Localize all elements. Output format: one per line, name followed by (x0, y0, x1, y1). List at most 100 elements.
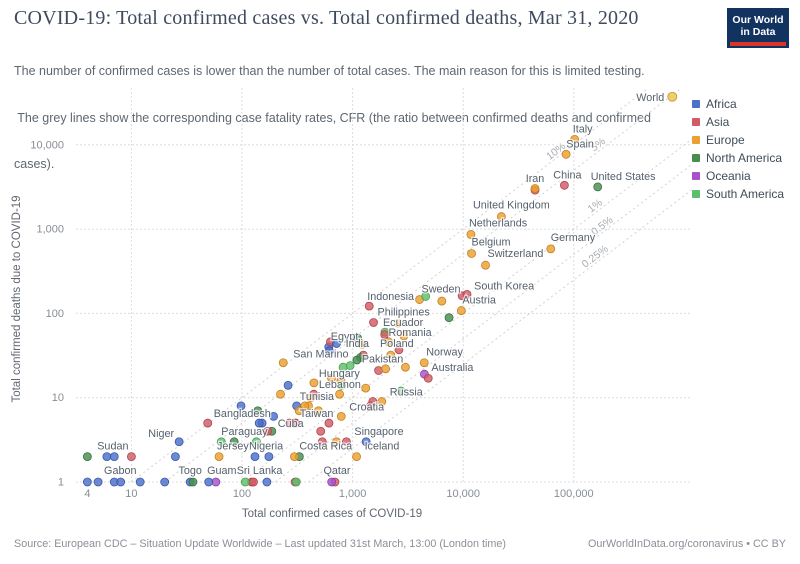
country-label: Switzerland (488, 248, 544, 260)
owid-logo[interactable]: Our World in Data (727, 8, 789, 48)
data-point[interactable] (353, 333, 362, 343)
data-point[interactable] (135, 477, 145, 487)
data-point[interactable] (188, 477, 198, 487)
data-point[interactable] (396, 386, 406, 396)
data-point[interactable] (332, 437, 341, 447)
data-point-austria[interactable] (456, 306, 466, 315)
data-point[interactable] (332, 339, 341, 348)
data-point[interactable] (229, 437, 239, 447)
data-point-indonesia[interactable] (364, 301, 374, 311)
data-point[interactable] (380, 330, 390, 340)
data-point-san-marino[interactable] (278, 358, 288, 368)
data-point[interactable] (82, 452, 92, 462)
y-axis-tick: 100 (46, 308, 64, 320)
data-point[interactable] (291, 477, 301, 487)
data-point[interactable] (361, 383, 371, 393)
data-point-world[interactable] (667, 91, 678, 102)
data-point[interactable] (240, 477, 250, 487)
data-point[interactable] (437, 296, 447, 306)
data-point-switzerland[interactable] (481, 260, 490, 270)
data-point-russia[interactable] (377, 397, 387, 406)
data-point[interactable] (338, 362, 348, 372)
data-point[interactable] (335, 389, 345, 399)
data-point[interactable] (253, 406, 263, 416)
data-point[interactable] (204, 477, 214, 487)
data-point[interactable] (423, 373, 433, 383)
data-point[interactable] (361, 437, 371, 447)
data-point-romania[interactable] (384, 337, 393, 347)
data-point[interactable] (327, 373, 336, 383)
data-point[interactable] (263, 426, 272, 436)
data-point[interactable] (236, 401, 246, 411)
data-point-germany[interactable] (546, 244, 556, 254)
data-point[interactable] (252, 437, 261, 447)
data-point[interactable] (300, 401, 310, 411)
data-point[interactable] (401, 362, 410, 372)
data-point[interactable] (462, 290, 472, 299)
data-point-singapore[interactable] (342, 437, 351, 447)
data-point[interactable] (366, 401, 375, 411)
data-point-spain[interactable] (561, 149, 571, 159)
data-point[interactable] (325, 346, 334, 356)
legend-item-europe[interactable]: Europe (692, 133, 784, 147)
data-point-belgium[interactable] (467, 249, 476, 258)
data-point[interactable] (171, 452, 180, 462)
data-point-united-states[interactable] (593, 182, 603, 192)
legend-item-south_america[interactable]: South America (692, 187, 784, 201)
data-point[interactable] (530, 184, 540, 193)
data-point[interactable] (254, 418, 264, 428)
data-point[interactable] (314, 406, 323, 416)
data-point[interactable] (276, 389, 285, 399)
data-point-sudan[interactable] (102, 452, 112, 462)
data-point[interactable] (399, 331, 409, 341)
data-point[interactable] (317, 437, 327, 447)
credit-link[interactable]: OurWorldInData.org/coronavirus • CC BY (588, 538, 786, 550)
data-point-nigeria[interactable] (250, 452, 260, 462)
data-point[interactable] (262, 477, 272, 487)
data-point-norway[interactable] (419, 358, 429, 368)
data-point-italy[interactable] (570, 134, 580, 144)
data-point[interactable] (393, 318, 403, 328)
legend-item-oceania[interactable]: Oceania (692, 169, 784, 183)
data-point[interactable] (269, 412, 278, 421)
data-point[interactable] (306, 393, 316, 403)
data-point[interactable] (444, 313, 454, 323)
data-point-united-kingdom[interactable] (496, 212, 506, 221)
data-point[interactable] (283, 380, 293, 390)
data-point[interactable] (126, 452, 136, 462)
legend: Africa Asia Europe North America Oceania Sout… (692, 97, 784, 205)
data-point[interactable] (394, 345, 404, 355)
data-point[interactable] (93, 477, 103, 487)
legend-item-africa[interactable]: Africa (692, 97, 784, 111)
data-point-paraguay[interactable] (216, 437, 226, 447)
data-point[interactable] (316, 426, 326, 436)
data-point[interactable] (352, 355, 362, 365)
data-point-niger[interactable] (174, 437, 184, 447)
data-point[interactable] (381, 364, 391, 374)
data-point-bangladesh[interactable] (203, 418, 213, 428)
data-point[interactable] (421, 292, 431, 301)
legend-item-asia[interactable]: Asia (692, 115, 784, 129)
data-point-china[interactable] (560, 180, 569, 190)
data-point[interactable] (324, 418, 334, 428)
data-point[interactable] (82, 477, 92, 487)
data-point[interactable] (294, 406, 304, 416)
data-point-philippines[interactable] (369, 318, 378, 327)
data-point[interactable] (116, 477, 126, 487)
data-point-hungary[interactable] (309, 378, 319, 388)
data-point[interactable] (357, 339, 367, 349)
data-point-iceland[interactable] (352, 452, 361, 462)
data-point[interactable] (264, 452, 274, 462)
data-point-croatia[interactable] (336, 412, 346, 421)
data-point[interactable] (109, 452, 119, 462)
data-point[interactable] (290, 452, 299, 462)
data-point[interactable] (249, 477, 258, 487)
data-point[interactable] (160, 477, 170, 487)
data-point-poland[interactable] (386, 350, 396, 360)
data-point-netherlands[interactable] (466, 230, 476, 239)
data-point[interactable] (284, 418, 294, 428)
legend-item-north_america[interactable]: North America (692, 151, 784, 165)
data-point[interactable] (337, 380, 347, 390)
data-point-jersey[interactable] (214, 452, 224, 462)
data-point[interactable] (327, 477, 337, 487)
